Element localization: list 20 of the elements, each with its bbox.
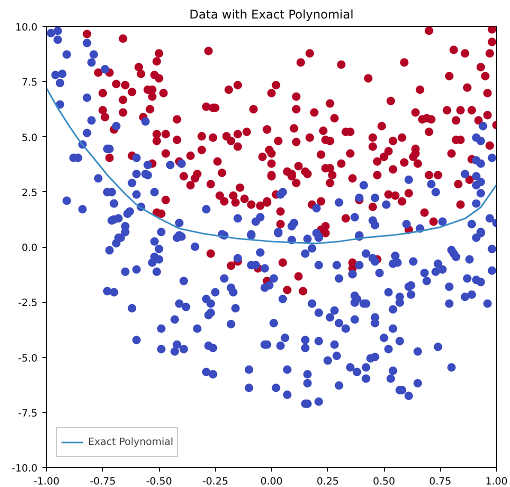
legend-label: Exact Polynomial: [88, 436, 174, 448]
y-tick-label: -2.5: [18, 298, 38, 310]
x-tick-label: -0.75: [90, 476, 116, 487]
y-tick-label: -10.0: [12, 464, 38, 474]
y-tick-label: 0.0: [22, 243, 38, 254]
x-tick-label: 0.75: [429, 476, 452, 487]
y-tick-label: 7.5: [22, 78, 38, 89]
y-tick-label: 5.0: [22, 132, 38, 144]
x-tick-label: -0.50: [146, 476, 172, 487]
y-tick-label: -7.5: [18, 408, 38, 420]
x-tick-label: 0.25: [316, 476, 339, 487]
x-tick-label: 0.50: [372, 476, 396, 487]
chart-title: Data with Exact Polynomial: [189, 8, 354, 22]
y-tick-label: 10.0: [15, 22, 38, 34]
x-tick-label: 1.00: [485, 476, 508, 487]
y-tick-label: 2.5: [22, 188, 38, 199]
x-tick-label: -0.25: [202, 476, 228, 487]
y-tick-label: -5.0: [18, 353, 38, 364]
x-tick-label: 0.00: [260, 476, 283, 487]
x-tick-label: -1.00: [34, 476, 60, 487]
